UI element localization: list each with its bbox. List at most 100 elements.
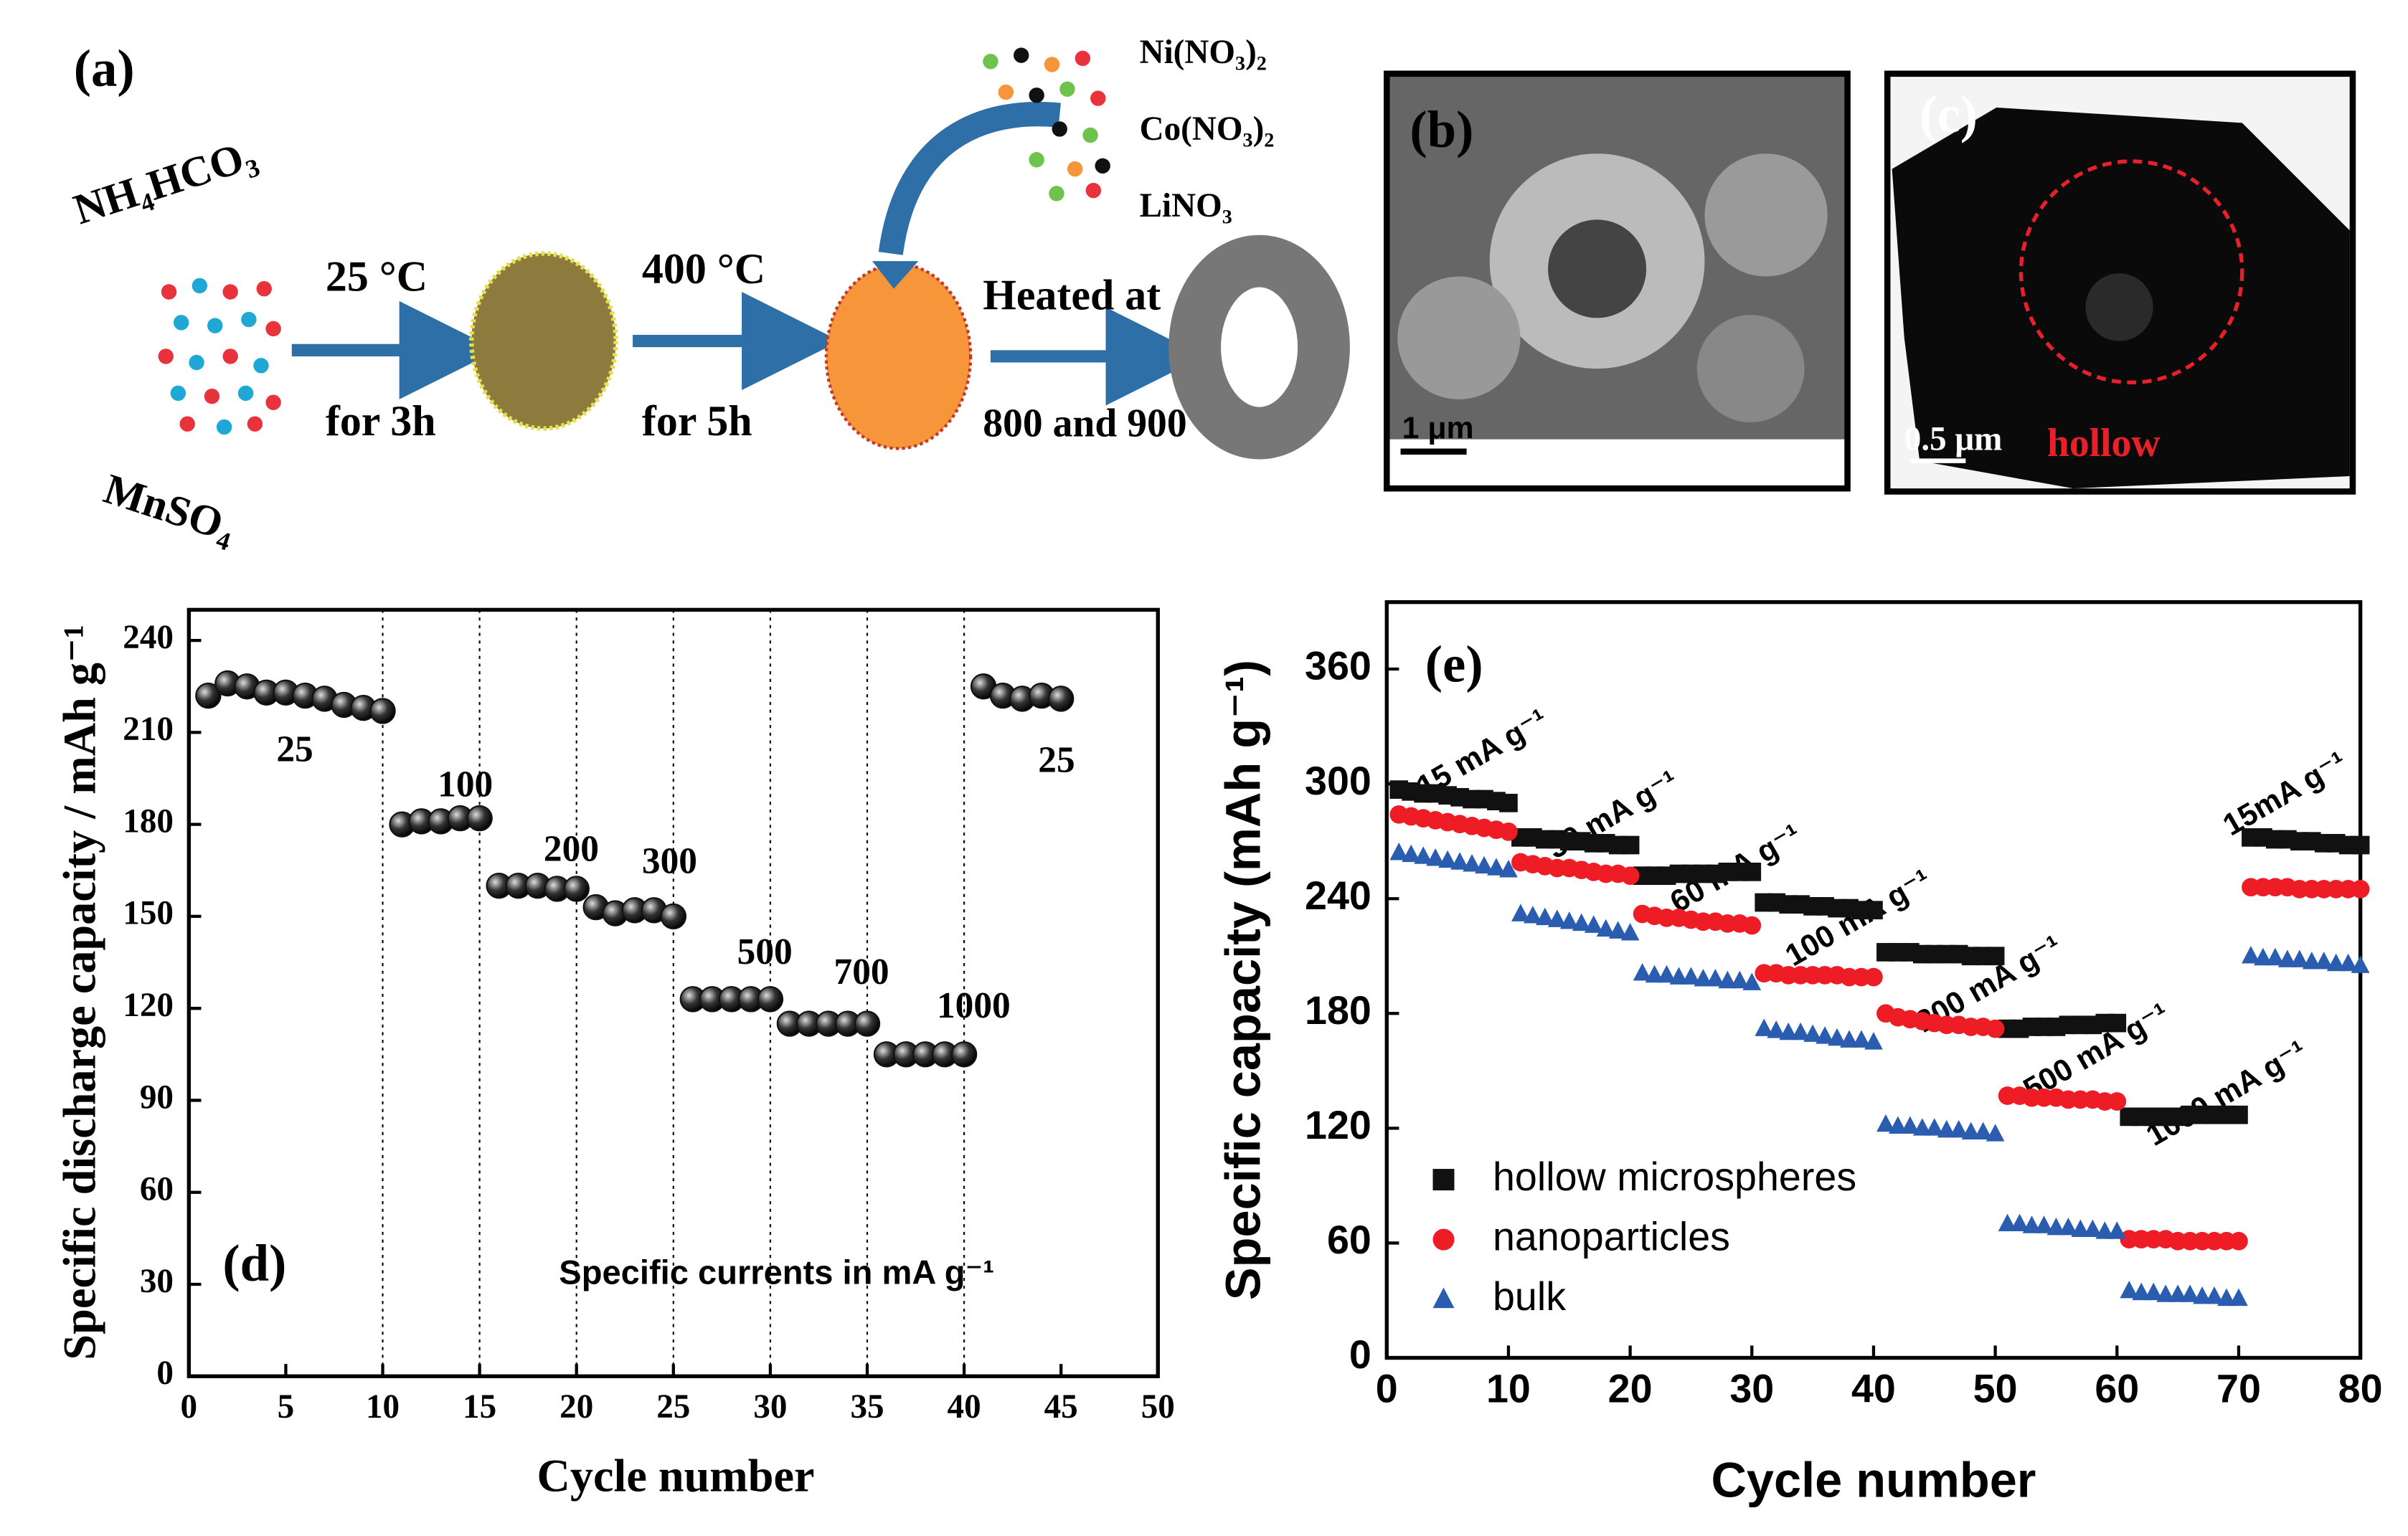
x-axis-label: Cycle number [1711,1452,2036,1507]
y-tick-label: 120 [123,987,174,1024]
data-point [2326,953,2346,972]
annotation: 100 [438,764,493,805]
data-point [2059,1217,2078,1236]
data-point [1475,855,1493,874]
data-point [1633,963,1652,981]
data-point [2266,947,2285,966]
step-label: for 5h [642,397,752,445]
data-point [2034,1215,2054,1233]
data-point [2156,1284,2176,1302]
data-point [1986,947,2005,966]
data-point [1876,1114,1895,1132]
data-point [2351,880,2370,899]
chart: 0 10 20 30 40 50 60 70 80 0 60 120 180 240 300 360 (e) Cy… [1216,599,2383,1507]
x-tick-label: 70 [2216,1366,2261,1411]
x-tick-label: 40 [1851,1366,1896,1411]
x-tick-label: 40 [948,1388,981,1426]
scale-bar: 1 μm [1402,411,1474,445]
note: hollow [2047,421,2161,465]
y-tick-label: 180 [123,802,174,840]
legend-label: nanoparticles [1493,1214,1730,1258]
step-label: 400 °C [642,245,765,293]
step-label: 25 °C [326,253,428,300]
step-label: for 3h [326,397,436,445]
panel-a: (a) NH₄HCO₃ MnSO₄ 25 °C for 3h 400 °C fo… [68,34,1350,551]
salt: Ni(NO₃)₂ [1140,34,1267,71]
x-tick-label: 0 [1376,1366,1398,1411]
salt: LiNO₃ [1140,187,1232,224]
data-point [1986,1124,2005,1142]
y-tick-label: 180 [1305,988,1371,1033]
data-point [1669,967,1689,985]
data-point [1998,1213,2017,1232]
legend-label: hollow microspheres [1493,1155,1856,1199]
data-point [2132,1282,2151,1301]
hole [1548,219,1647,318]
x-tick-label: 25 [656,1388,690,1426]
scale-bar: 0.5 μm [1904,421,2003,458]
data-point [1718,970,1737,989]
y-tick-label: 360 [1305,644,1371,688]
data-point [1499,793,1518,812]
data-point [1645,964,1664,983]
y-tick-label: 120 [1305,1103,1371,1147]
data-point [2071,1219,2090,1238]
chart: 0 5 10 15 20 25 30 35 40 45 5003060901201501802102… [55,607,1175,1502]
annotation: 25 [276,729,313,769]
y-tick-label: 60 [1327,1218,1371,1262]
data-point [2010,1213,2029,1232]
data-point [1901,1116,1920,1134]
y-tick-label: 60 [140,1171,174,1208]
curved-arrow [878,101,1061,255]
data-point [1511,904,1530,921]
data-point [2338,953,2358,972]
data-point [2046,1217,2066,1236]
data-point [1524,906,1542,924]
y-tick-label: 150 [123,895,174,932]
data-point [1742,972,1762,990]
data-point [466,805,493,832]
data-point [2083,1219,2102,1238]
data-point [563,876,590,902]
data-point [1681,967,1701,985]
annotation: 1000 [937,985,1011,1026]
y-tick-label: 0 [1349,1332,1371,1377]
y-axis-label: Specific capacity (mAh g⁻¹) [1216,660,1271,1300]
data-point [2168,1284,2187,1302]
y-tick-label: 300 [1305,759,1371,803]
y-tick-label: 90 [140,1078,174,1116]
salt: Co(NO₃)₂ [1140,110,1275,148]
data-point [1487,858,1506,876]
x-tick-label: 50 [1141,1388,1175,1426]
panel-label: (e) [1425,635,1483,693]
annotation: 1000 mA g⁻¹ [2140,1033,2313,1152]
data-point [2302,952,2321,970]
data-point [2277,949,2297,967]
data-point [757,986,784,1013]
data-point [1925,1118,1944,1136]
y-tick-label: 240 [1305,873,1371,918]
y-tick-label: 0 [156,1355,174,1392]
data-point [1389,843,1409,861]
data-point [1816,1026,1834,1044]
data-point [1547,909,1567,927]
panel-label: (d) [222,1234,286,1292]
x-tick-label: 20 [1608,1366,1653,1411]
data-point [1961,1122,1980,1139]
data-point [1828,1028,1846,1046]
data-point [2193,1286,2211,1304]
reagent: NH₄HCO₃ [68,130,262,233]
data-point [2120,1281,2139,1299]
annotation: 500 [737,931,793,972]
panel-label: (a) [74,39,135,98]
legend-marker [1432,1228,1455,1251]
y-tick-label: 30 [140,1263,174,1300]
data-point [854,1010,881,1037]
oxide-sphere [824,262,973,450]
data-point [1949,1119,1968,1138]
x-tick-label: 80 [2338,1366,2383,1411]
data-point [1402,844,1421,863]
data-point [2217,1288,2236,1307]
data-point [1620,835,1640,855]
data-point [1535,907,1554,926]
